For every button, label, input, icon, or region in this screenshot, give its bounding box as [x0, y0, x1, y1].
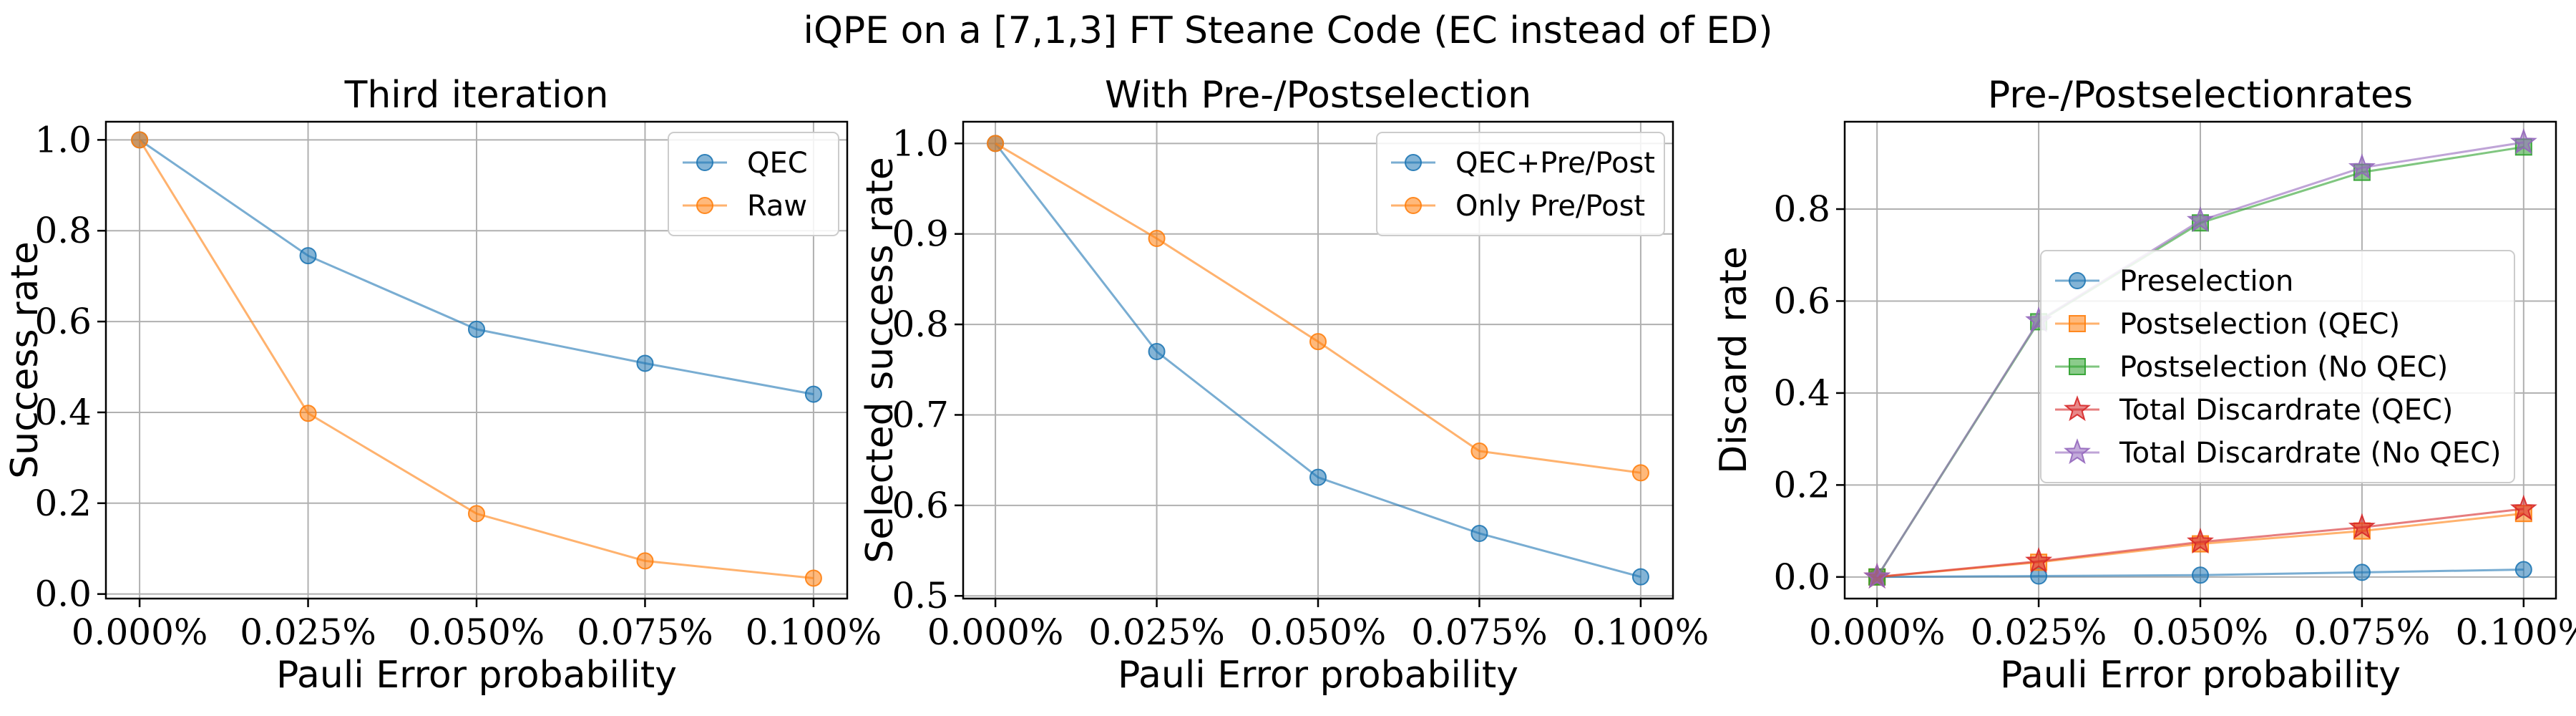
x-tick-label: 0.025%	[240, 611, 376, 653]
y-tick-label: 0.7	[892, 394, 949, 435]
data-point	[1470, 525, 1488, 543]
legend-entry: Preselection	[2119, 265, 2293, 298]
y-axis-label: Selected success rate	[859, 157, 902, 563]
data-point	[299, 247, 317, 265]
figure-suptitle: iQPE on a [7,1,3] FT Steane Code (EC ins…	[804, 9, 1773, 52]
x-tick-label: 0.100%	[746, 611, 882, 653]
legend-entry: Total Discardrate (QEC)	[2119, 394, 2453, 427]
y-tick-label: 0.6	[1773, 280, 1830, 321]
legend-marker	[2064, 395, 2091, 422]
legend-marker	[2069, 272, 2086, 289]
legend-entry: QEC	[747, 147, 808, 180]
legend: QEC+Pre/Post Only Pre/Post	[1376, 132, 1665, 236]
y-tick-label: 0.2	[1773, 464, 1830, 505]
legend-marker	[696, 154, 713, 171]
y-tick-label: 1.0	[892, 122, 949, 164]
legend-marker	[696, 197, 713, 214]
legend-entry: Total Discardrate (No QEC)	[2119, 437, 2502, 470]
x-tick-label: 0.100%	[2455, 611, 2576, 653]
data-point	[1309, 333, 1327, 351]
legend: QEC Raw	[668, 132, 839, 236]
y-tick-label: 0.6	[34, 301, 92, 342]
data-point	[804, 385, 822, 403]
legend-box	[2040, 250, 2515, 483]
chart-panel-2: 0.000% 0.025% 0.050% 0.075% 0.100% 0.5 0.6 0.7 0…	[859, 74, 1709, 697]
x-tick-label: 0.000%	[1809, 611, 1946, 653]
data-point	[1863, 562, 1891, 589]
x-tick-label: 0.000%	[72, 611, 208, 653]
x-axis-label: Pauli Error probability	[2000, 654, 2401, 697]
data-point	[299, 405, 317, 422]
data-point	[2348, 153, 2376, 180]
legend-entry: Raw	[747, 190, 807, 223]
data-point	[2509, 494, 2537, 521]
data-point	[2187, 206, 2214, 233]
y-tick-label: 1.0	[34, 119, 92, 160]
legend-marker	[2069, 358, 2086, 375]
data-point	[804, 569, 822, 587]
data-point	[1148, 342, 1166, 360]
x-tick-label: 0.025%	[1088, 611, 1225, 653]
y-tick-label: 0.4	[1773, 372, 1830, 414]
x-tick-label: 0.075%	[577, 611, 713, 653]
chart-title: Pre-/Postselectionrates	[1988, 74, 2413, 117]
data-point	[2025, 547, 2053, 574]
data-point	[2187, 528, 2214, 554]
data-point	[468, 320, 485, 338]
y-tick-label: 0.6	[892, 485, 949, 526]
y-tick-label: 0.9	[892, 213, 949, 255]
data-point	[987, 135, 1005, 153]
y-tick-label: 0.8	[34, 210, 92, 251]
data-point	[636, 552, 654, 570]
legend-box	[1376, 132, 1665, 236]
y-tick-label: 0.4	[34, 392, 92, 433]
legend-entry: Only Pre/Post	[1455, 190, 1645, 223]
y-tick-label: 0.8	[1773, 188, 1830, 230]
y-tick-label: 0.0	[1773, 556, 1830, 598]
legend-entry: QEC+Pre/Post	[1455, 147, 1655, 180]
data-point	[468, 505, 485, 523]
x-tick-label: 0.100%	[1573, 611, 1709, 653]
data-point	[636, 354, 654, 372]
x-axis-label: Pauli Error probability	[276, 654, 677, 697]
data-point	[1631, 568, 1649, 586]
data-point	[2514, 561, 2532, 579]
legend-marker	[1405, 197, 1422, 214]
legend-entry: Postselection (QEC)	[2119, 308, 2400, 341]
data-point	[2353, 563, 2371, 581]
legend-marker	[1405, 154, 1422, 171]
legend-marker	[2069, 315, 2086, 332]
x-tick-label: 0.075%	[2294, 611, 2431, 653]
data-point	[131, 131, 149, 149]
x-tick-label: 0.000%	[927, 611, 1064, 653]
y-tick-label: 0.0	[34, 574, 92, 615]
x-axis-label: Pauli Error probability	[1118, 654, 1518, 697]
data-point	[1148, 230, 1166, 248]
x-tick-label: 0.075%	[1411, 611, 1548, 653]
data-point	[2348, 513, 2376, 539]
chart-panel-3: 0.000% 0.025% 0.050% 0.075% 0.100% 0.0 0.2 0.4 0…	[1712, 74, 2576, 697]
data-point	[2192, 566, 2209, 584]
chart-title: With Pre-/Postselection	[1105, 74, 1531, 117]
y-axis-label: Discard rate	[1712, 246, 1755, 474]
data-point	[1309, 468, 1327, 486]
y-axis-label: Success rate	[4, 241, 47, 478]
x-tick-label: 0.025%	[1971, 611, 2107, 653]
y-tick-label: 0.5	[892, 575, 949, 616]
data-point	[2509, 127, 2537, 155]
y-tick-label: 0.2	[34, 483, 92, 524]
x-tick-label: 0.050%	[409, 611, 545, 653]
chart-panel-1: 0.000% 0.025% 0.050% 0.075% 0.100% 0.0 0.2 0.4 0…	[4, 74, 882, 697]
legend-marker	[2064, 438, 2091, 465]
data-point	[1631, 464, 1649, 482]
legend: Preselection Postselection (QEC) Postselec…	[2040, 250, 2515, 483]
legend-entry: Postselection (No QEC)	[2119, 351, 2448, 384]
y-tick-label: 0.8	[892, 304, 949, 345]
chart-title: Third iteration	[344, 74, 609, 117]
data-point	[1470, 442, 1488, 460]
x-tick-label: 0.050%	[2132, 611, 2269, 653]
x-tick-label: 0.050%	[1250, 611, 1387, 653]
